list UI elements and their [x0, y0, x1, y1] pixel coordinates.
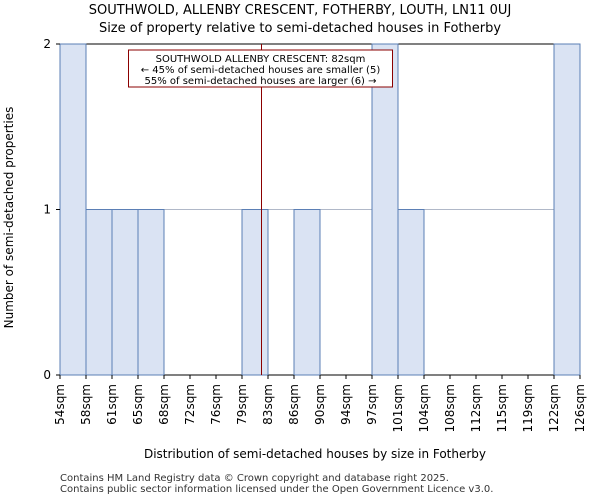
x-tick-label: 90sqm [313, 384, 327, 425]
x-tick-label: 119sqm [521, 384, 535, 432]
x-tick-label: 68sqm [157, 384, 171, 425]
footer-licence: Contains public sector information licen… [60, 484, 494, 495]
footer-copyright: Contains HM Land Registry data © Crown c… [60, 473, 449, 484]
annotation-line: ← 45% of semi-detached houses are smalle… [141, 65, 381, 76]
bar [293, 209, 321, 376]
bar [111, 209, 139, 376]
x-tick-label: 122sqm [547, 384, 561, 432]
x-tick-label: 108sqm [443, 384, 457, 432]
y-tick-label: 2 [43, 37, 51, 51]
annotation-line: SOUTHWOLD ALLENBY CRESCENT: 82sqm [156, 54, 366, 65]
x-tick-label: 58sqm [79, 384, 93, 425]
x-tick-label: 79sqm [235, 384, 249, 425]
x-tick-label: 97sqm [365, 384, 379, 425]
bar [397, 209, 425, 376]
x-tick-label: 76sqm [209, 384, 223, 425]
bar [137, 209, 165, 376]
x-tick-label: 101sqm [391, 384, 405, 432]
annotation-line: 55% of semi-detached houses are larger (… [144, 76, 376, 87]
x-tick-label: 94sqm [339, 384, 353, 425]
chart-title: SOUTHWOLD, ALLENBY CRESCENT, FOTHERBY, L… [88, 3, 512, 18]
y-tick-label: 1 [43, 203, 51, 217]
x-tick-label: 104sqm [417, 384, 431, 432]
x-tick-label: 115sqm [495, 384, 509, 432]
bar [553, 43, 581, 376]
x-axis-title: Distribution of semi-detached houses by … [144, 447, 486, 461]
x-tick-label: 72sqm [183, 384, 197, 425]
x-tick-label: 112sqm [469, 384, 483, 432]
bar [85, 209, 113, 376]
bar [59, 43, 87, 376]
x-tick-label: 86sqm [287, 384, 301, 425]
x-tick-label: 126sqm [573, 384, 587, 432]
x-tick-label: 54sqm [53, 384, 67, 425]
x-tick-label: 65sqm [131, 384, 145, 425]
bar [371, 43, 399, 376]
bar [241, 209, 269, 376]
chart-subtitle: Size of property relative to semi-detach… [98, 21, 502, 36]
annotation-box [128, 49, 393, 88]
x-tick-label: 61sqm [105, 384, 119, 425]
y-tick-label: 0 [43, 368, 51, 382]
x-tick-label: 83sqm [261, 384, 275, 425]
y-axis-title: Number of semi-detached properties [2, 107, 16, 329]
